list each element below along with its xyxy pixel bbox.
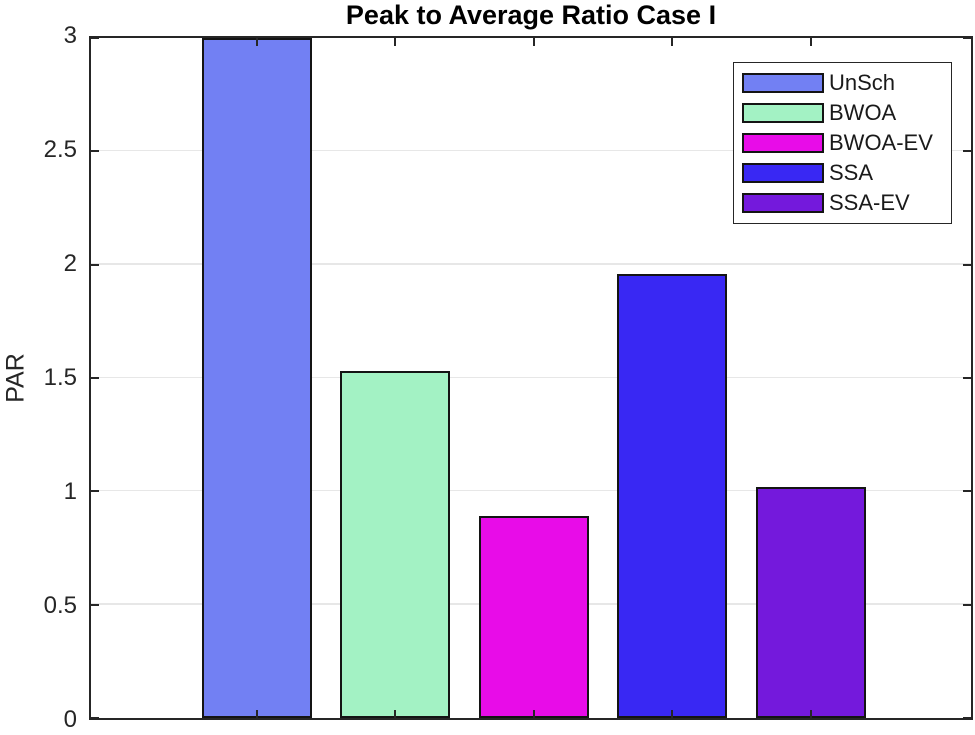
gridline-y-1 [91, 489, 971, 492]
y-tick-label-1: 1 [63, 478, 77, 505]
y-tick-label-0: 0 [63, 706, 77, 733]
gridline-y-1.5 [91, 376, 971, 378]
y-tick-right-2.5 [963, 150, 971, 153]
bar-ssa-ev [756, 487, 866, 718]
y-tick-right-0 [963, 717, 971, 719]
chart-title: Peak to Average Ratio Case I [345, 0, 717, 30]
y-tick-left-0.5 [91, 603, 99, 606]
x-tick-bottom-bwoa [394, 710, 396, 718]
y-tick-right-1.5 [963, 377, 971, 379]
y-tick-label-3: 3 [63, 22, 77, 49]
legend-swatch-bwoa [742, 103, 824, 123]
x-tick-bottom-ssa [671, 710, 673, 718]
y-tick-left-2.5 [91, 150, 99, 153]
x-tick-bottom-ssa-ev [810, 710, 812, 718]
y-tick-left-1.5 [91, 377, 99, 379]
legend-swatch-ssa-ev [742, 193, 824, 213]
bar-bwoa-ev [479, 516, 589, 718]
x-tick-bottom-unsch [256, 710, 258, 718]
y-tick-label-2.5: 2.5 [43, 136, 77, 163]
y-tick-right-3 [963, 37, 971, 39]
gridline-y-2.5 [91, 149, 971, 152]
y-tick-left-2 [91, 263, 99, 266]
y-tick-left-3 [91, 37, 99, 39]
x-tick-top-ssa-ev [810, 38, 812, 46]
y-tick-label-1.5: 1.5 [43, 364, 77, 391]
x-tick-top-ssa [671, 38, 673, 46]
legend-label-unsch: UnSch [829, 70, 896, 95]
legend: UnSch BWOA BWOA-EV SSA SSA-EV [733, 62, 952, 224]
y-tick-label-0.5: 0.5 [43, 592, 77, 619]
x-tick-top-bwoa [394, 38, 396, 46]
legend-entry-ssa-ev: SSA-EV [734, 188, 951, 218]
legend-entry-unsch: UnSch [734, 68, 951, 98]
bar-unsch [202, 38, 312, 718]
legend-label-bwoa-ev: BWOA-EV [829, 130, 933, 155]
y-tick-left-0 [91, 717, 99, 719]
legend-swatch-unsch [742, 73, 824, 93]
y-tick-right-1 [963, 490, 971, 493]
legend-entry-bwoa-ev: BWOA-EV [734, 128, 951, 158]
legend-entry-ssa: SSA [734, 158, 951, 188]
y-tick-right-2 [963, 263, 971, 266]
gridline-y-2 [91, 263, 971, 265]
bar-bwoa [340, 371, 450, 718]
legend-swatch-ssa [742, 163, 824, 183]
y-tick-left-1 [91, 490, 99, 493]
legend-label-ssa: SSA [829, 160, 874, 185]
legend-swatch-bwoa-ev [742, 133, 824, 153]
legend-entry-bwoa: BWOA [734, 98, 951, 128]
legend-label-ssa-ev: SSA-EV [829, 190, 910, 215]
x-tick-top-bwoa-ev [533, 38, 535, 46]
y-tick-right-0.5 [963, 603, 971, 606]
x-tick-top-unsch [256, 38, 258, 46]
bar-ssa [617, 274, 727, 718]
x-tick-bottom-bwoa-ev [533, 710, 535, 718]
legend-label-bwoa: BWOA [829, 100, 897, 125]
y-tick-label-2: 2 [63, 250, 77, 277]
